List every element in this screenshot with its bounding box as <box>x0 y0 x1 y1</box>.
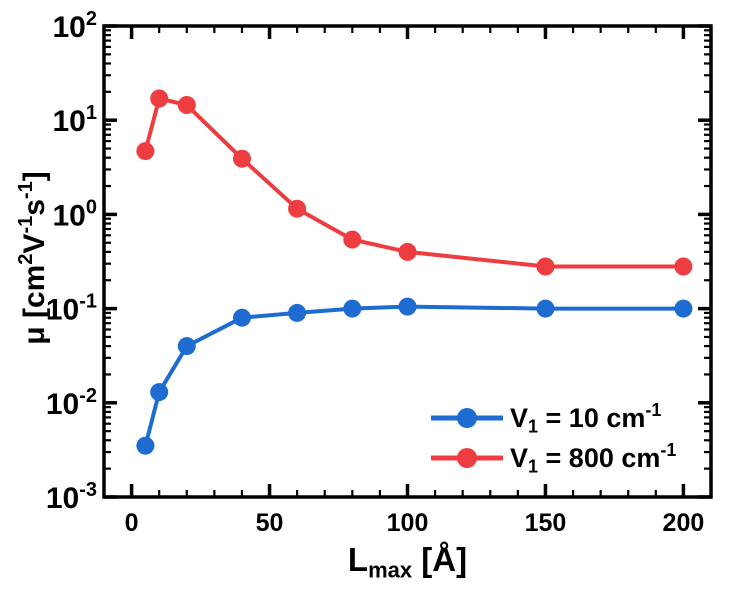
data-point-marker <box>674 257 693 276</box>
x-tick-label: 150 <box>525 509 567 537</box>
y-tick-label: 100 <box>53 196 98 232</box>
data-point-marker <box>177 96 196 114</box>
data-point-marker <box>150 89 169 108</box>
legend-marker <box>457 408 477 428</box>
data-point-marker <box>136 436 155 455</box>
y-tick-label: 101 <box>53 102 98 138</box>
data-point-marker <box>150 383 169 402</box>
y-axis-title: μ [cm2V-1s-1] <box>15 171 51 344</box>
x-tick-label: 0 <box>125 509 139 537</box>
series-v1-10 <box>136 297 693 455</box>
data-point-marker <box>136 142 155 161</box>
data-point-marker <box>343 230 362 249</box>
data-point-marker <box>343 299 362 318</box>
x-axis-title: Lmax [Å] <box>348 541 467 583</box>
legend-label: V1 = 10 cm-1 <box>510 400 661 436</box>
legend: V1 = 10 cm-1 V1 = 800 cm-1 <box>431 400 676 476</box>
data-point-marker <box>177 337 196 356</box>
legend-marker <box>457 448 477 468</box>
data-point-marker <box>536 299 555 318</box>
data-point-marker <box>536 257 555 276</box>
legend-item: V1 = 10 cm-1 <box>431 400 661 436</box>
x-tick-label: 100 <box>387 509 429 537</box>
legend-label: V1 = 800 cm-1 <box>510 440 676 476</box>
legend-item: V1 = 800 cm-1 <box>431 440 676 476</box>
series-v1-800 <box>136 89 693 276</box>
y-tick-label: 10-2 <box>46 385 97 421</box>
y-tick-label: 10-3 <box>46 479 97 515</box>
x-tick-label: 200 <box>663 509 705 537</box>
y-tick-label: 102 <box>53 8 98 44</box>
data-point-marker <box>398 242 417 261</box>
y-tick-label: 10-1 <box>46 291 97 327</box>
data-point-marker <box>398 297 417 316</box>
data-point-marker <box>288 303 307 322</box>
data-point-marker <box>288 199 307 218</box>
data-point-marker <box>233 149 251 168</box>
data-point-marker <box>233 308 251 327</box>
series-line <box>143 96 684 269</box>
data-point-marker <box>674 299 693 318</box>
x-tick-label: 50 <box>256 509 284 537</box>
